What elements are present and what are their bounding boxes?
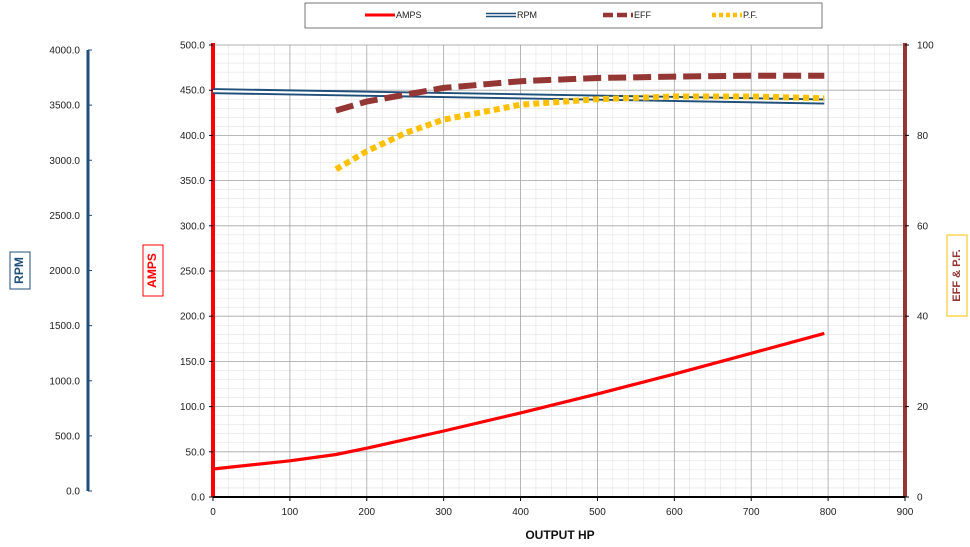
rpm-tick-label: 1000.0 [49,376,80,387]
x-axis-title: OUTPUT HP [525,528,594,542]
eff-pf-tick-label: 100 [917,41,934,52]
p-f-series-line [334,93,825,172]
eff-pf-tick-label: 80 [917,131,929,142]
eff-pf-tick-label: 20 [917,402,929,413]
rpm-tick-label: 1500.0 [49,321,80,332]
amps-tick-label: 150.0 [180,357,205,368]
amps-tick-label: 450.0 [180,86,205,97]
tick-labels: 0 100 200 300 400 500 600 700 800 9000.050.0100.0… [49,41,934,519]
amps-tick-label: 50.0 [186,447,206,458]
amps-axis-title: AMPS [142,244,164,297]
rpm-tick-label: 4000.0 [49,46,80,57]
rpm-series-line-inner [212,90,825,103]
axes [86,43,909,501]
x-tick-label: 200 [358,507,375,518]
rpm-tick-label: 2000.0 [49,266,80,277]
amps-tick-label: 100.0 [180,402,205,413]
amps-axis-title-text: AMPS [145,253,159,288]
rpm-tick-label: 0.0 [66,487,80,498]
x-tick-label: 0 [210,507,216,518]
amps-series-line [212,331,825,471]
legend-p-f-label: P.F. [743,10,757,20]
x-tick-label: 900 [897,507,914,518]
legend: AMPS RPM EFF P.F. [304,2,823,29]
rpm-tick-label: 500.0 [55,431,80,442]
amps-tick-label: 0.0 [191,493,205,504]
series [212,72,825,471]
eff-pf-axis-title-text: EFF & P.F. [951,249,963,301]
eff-pf-tick-label: 60 [917,221,929,232]
x-tick-label: 600 [666,507,683,518]
eff-series-line [335,72,825,114]
amps-tick-label: 250.0 [180,267,205,278]
x-tick-label: 300 [435,507,452,518]
rpm-tick-label: 2500.0 [49,211,80,222]
amps-tick-label: 200.0 [180,312,205,323]
rpm-tick-label: 3000.0 [49,156,80,167]
eff-pf-tick-label: 0 [917,493,923,504]
legend-amps-label: AMPS [396,10,422,20]
rpm-axis-title-text: RPM [12,257,26,284]
amps-tick-label: 350.0 [180,176,205,187]
amps-tick-label: 300.0 [180,221,205,232]
eff-pf-tick-label: 40 [917,312,929,323]
rpm-tick-label: 3500.0 [49,101,80,112]
rpm-axis-title: RPM [9,251,31,290]
x-tick-label: 400 [512,507,529,518]
legend-eff-label: EFF [634,10,652,20]
x-tick-label: 800 [820,507,837,518]
grid [212,44,906,498]
amps-tick-label: 400.0 [180,131,205,142]
x-tick-label: 100 [282,507,299,518]
eff-pf-axis-title: EFF & P.F. [946,234,968,317]
x-tick-label: 700 [743,507,760,518]
legend-rpm-label: RPM [517,10,537,20]
x-tick-label: 500 [589,507,606,518]
amps-tick-label: 500.0 [180,41,205,52]
